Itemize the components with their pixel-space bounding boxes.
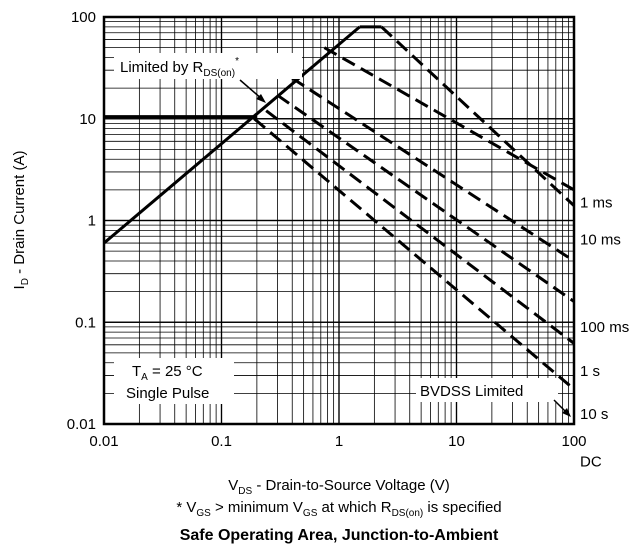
series-label-5: DC <box>580 453 602 470</box>
chart-title: Safe Operating Area, Junction-to-Ambient <box>180 527 499 544</box>
chart-grid <box>103 16 575 425</box>
plot-frame <box>102 15 576 426</box>
ta-box <box>114 358 234 404</box>
bvdss-label: BVDSS Limited <box>420 383 523 400</box>
chart-lines <box>103 25 576 391</box>
y-tick-label: 1 <box>88 213 96 230</box>
footnote: * VGS > minimum VGS at which RDS(on) is … <box>176 499 501 519</box>
pulse-label: Single Pulse <box>126 385 209 402</box>
series-label-2: 100 ms <box>580 319 629 336</box>
series-label-3: 1 s <box>580 363 600 380</box>
x-tick-label: 0.1 <box>211 433 232 450</box>
y-tick-label: 100 <box>71 9 96 26</box>
series-label-1: 10 ms <box>580 232 621 249</box>
limited-label: Limited by RDS(on)* <box>120 56 239 79</box>
series-labels: 1 ms 10 ms 100 ms 1 s 10 s DC <box>580 195 629 471</box>
series-line-1 <box>323 46 575 192</box>
x-tick-label: 10 <box>448 433 465 450</box>
y-axis-label: ID - Drain Current (A) <box>11 151 31 290</box>
series-line-2 <box>291 77 575 263</box>
axis-ticks: 0.01 0.1 1 10 100 0.01 0.1 1 10 100 <box>67 9 587 450</box>
series-line-5 <box>253 117 575 391</box>
bvdss-arrow-head <box>562 408 571 417</box>
series-label-0: 1 ms <box>580 195 613 212</box>
x-tick-label: 1 <box>335 433 343 450</box>
bvdss-box <box>416 378 558 402</box>
x-tick-label: 0.01 <box>89 433 118 450</box>
y-tick-label: 0.01 <box>67 416 96 433</box>
ta-label: TA = 25 °C <box>132 363 203 383</box>
series-line-3 <box>276 94 575 303</box>
rdson-limit-line <box>103 25 361 245</box>
limited-box <box>114 53 302 79</box>
series-label-4: 10 s <box>580 406 608 423</box>
x-tick-label: 100 <box>561 433 586 450</box>
x-axis-label: VDS - Drain-to-Source Voltage (V) <box>228 477 450 497</box>
series-line-0 <box>380 25 576 207</box>
series-line-4 <box>265 109 575 345</box>
limited-arrow-head <box>256 94 266 103</box>
y-tick-label: 10 <box>79 111 96 128</box>
y-tick-label: 0.1 <box>75 314 96 331</box>
